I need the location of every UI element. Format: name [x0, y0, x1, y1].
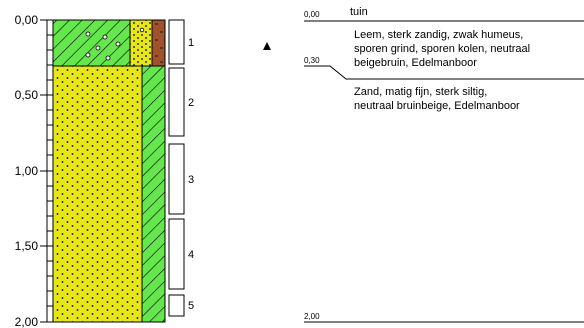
sample-box-2 [168, 67, 185, 137]
desc-depth-bottom: 2,00 [304, 312, 320, 321]
depth-label-050: 0,50 [15, 88, 39, 102]
desc-top-text: tuin [350, 6, 368, 18]
layer-silt-strip [141, 65, 166, 323]
groundwater-level-icon [263, 42, 271, 50]
sample-box-1 [168, 19, 185, 65]
sample-box-5 [168, 294, 185, 317]
depth-label-200: 2,00 [15, 315, 39, 328]
humus-strip [151, 19, 166, 67]
layer-sand-strip [129, 19, 153, 67]
desc-layer2-line1: Zand, matig fijn, sterk siltig, [354, 86, 487, 98]
major-ticks [40, 19, 53, 323]
desc-boundary-line [304, 65, 584, 80]
minor-ticks [47, 34, 53, 307]
sample-box-3 [168, 143, 185, 215]
sample-label-2: 2 [188, 97, 194, 109]
sample-label-5: 5 [188, 300, 194, 312]
sample-label-1: 1 [188, 37, 194, 49]
sample-box-4 [168, 218, 185, 290]
layer-sand [52, 65, 143, 323]
sample-label-3: 3 [188, 174, 194, 186]
depth-label-150: 1,50 [15, 239, 39, 253]
desc-depth-top: 0,00 [304, 10, 320, 19]
depth-label-100: 1,00 [15, 164, 39, 178]
desc-depth-boundary: 0,30 [304, 56, 320, 65]
depth-label-0: 0,00 [15, 13, 39, 27]
gravel-symbols [85, 31, 121, 61]
sample-boxes: 1 2 3 4 5 [168, 19, 194, 317]
humus-marks [155, 23, 163, 63]
depth-axis: 0,00 0,50 1,00 1,50 2,00 [15, 13, 53, 328]
sample-label-4: 4 [188, 249, 194, 261]
desc-layer2-line2: neutraal bruinbeige, Edelmanboor [354, 100, 520, 112]
description-column: 0,00 tuin Leem, sterk zandig, zwak humeu… [304, 6, 584, 323]
desc-layer1-line1: Leem, sterk zandig, zwak humeus, [354, 29, 523, 41]
desc-layer1-line3: beigebruin, Edelmanboor [354, 57, 477, 69]
gravel-symbol [139, 27, 145, 33]
borehole-column [52, 19, 166, 323]
desc-layer1-line2: sporen grind, sporen kolen, neutraal [354, 43, 530, 55]
